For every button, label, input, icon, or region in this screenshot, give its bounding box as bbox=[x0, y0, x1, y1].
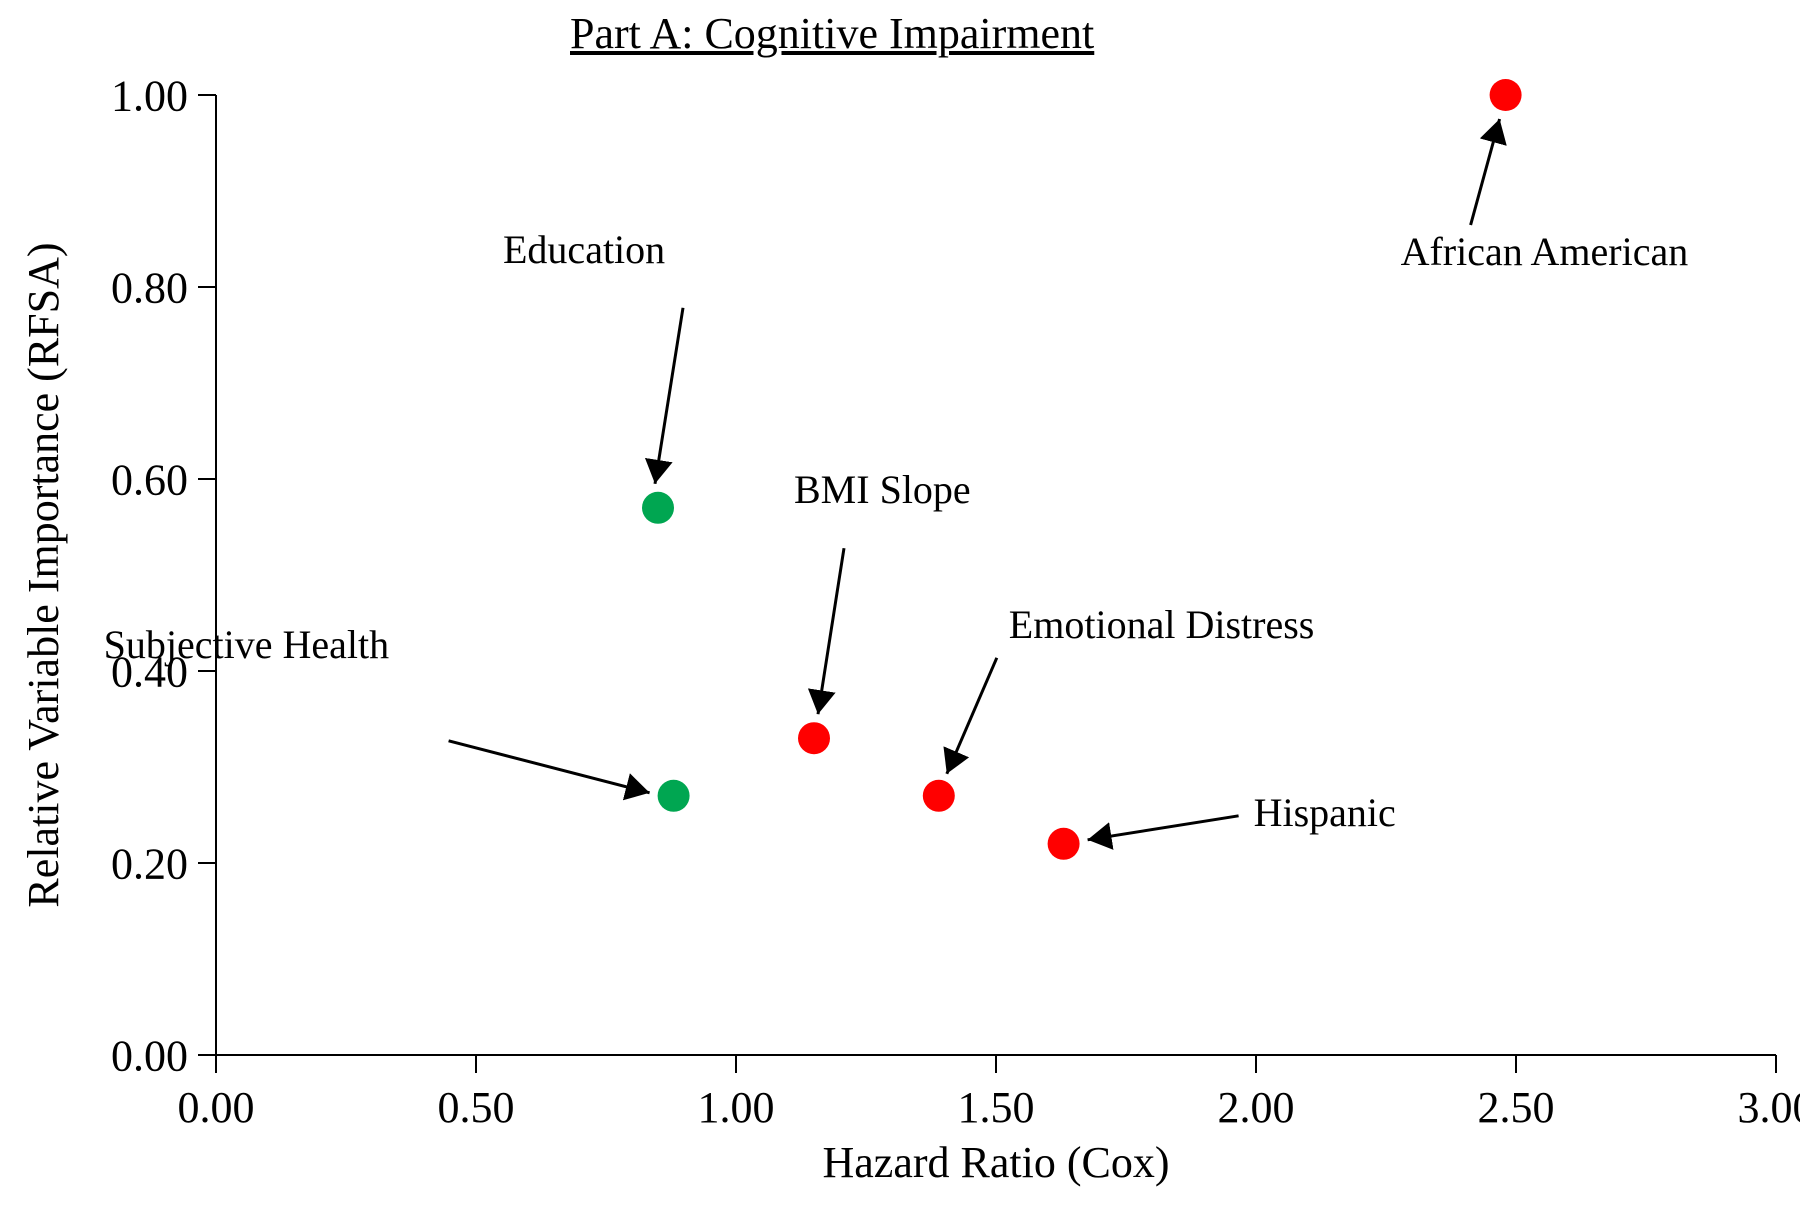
x-tick-label: 0.00 bbox=[178, 1083, 255, 1132]
x-tick-label: 2.00 bbox=[1218, 1083, 1295, 1132]
point-hispanic bbox=[1048, 828, 1080, 860]
y-tick-label: 0.00 bbox=[111, 1031, 188, 1080]
x-tick-label: 2.50 bbox=[1478, 1083, 1555, 1132]
label-education: Education bbox=[503, 227, 665, 272]
chart-container: Part A: Cognitive Impairment 0.000.501.0… bbox=[0, 0, 1800, 1214]
x-tick-label: 3.00 bbox=[1738, 1083, 1800, 1132]
x-tick-label: 1.00 bbox=[698, 1083, 775, 1132]
y-tick-label: 0.20 bbox=[111, 839, 188, 888]
chart-title: Part A: Cognitive Impairment bbox=[570, 8, 1094, 59]
point-african-american bbox=[1490, 79, 1522, 111]
point-subjective-health bbox=[658, 780, 690, 812]
y-tick-label: 0.60 bbox=[111, 455, 188, 504]
label-african-american: African American bbox=[1401, 229, 1689, 274]
y-tick-label: 1.00 bbox=[111, 71, 188, 120]
y-axis-label: Relative Variable Importance (RFSA) bbox=[19, 242, 68, 907]
scatter-chart: 0.000.501.001.502.002.503.000.000.200.40… bbox=[0, 0, 1800, 1214]
x-axis-label: Hazard Ratio (Cox) bbox=[823, 1138, 1170, 1187]
label-emotional-distress: Emotional Distress bbox=[1009, 602, 1315, 647]
label-hispanic: Hispanic bbox=[1254, 790, 1396, 835]
x-tick-label: 0.50 bbox=[438, 1083, 515, 1132]
point-bmi-slope bbox=[798, 722, 830, 754]
point-emotional-distress bbox=[923, 780, 955, 812]
x-tick-label: 1.50 bbox=[958, 1083, 1035, 1132]
point-education bbox=[642, 492, 674, 524]
label-bmi-slope: BMI Slope bbox=[794, 467, 971, 512]
label-subjective-health: Subjective Health bbox=[104, 622, 389, 667]
y-tick-label: 0.80 bbox=[111, 263, 188, 312]
